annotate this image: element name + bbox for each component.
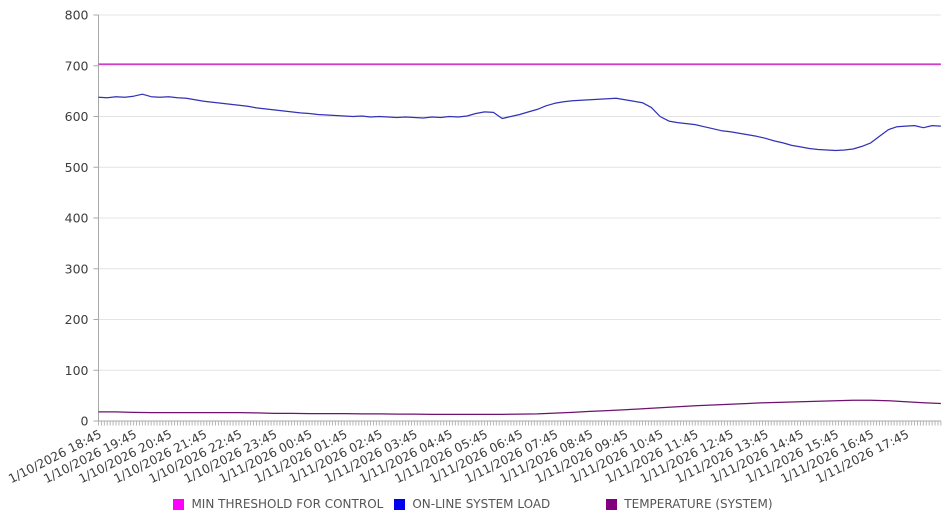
- y-tick-label: 700: [65, 58, 89, 73]
- legend-item-min-threshold: MIN THRESHOLD FOR CONTROL: [173, 497, 383, 511]
- y-tick-label: 400: [65, 211, 89, 226]
- y-tick-label: 800: [65, 8, 89, 23]
- y-tick-label: 600: [65, 109, 89, 124]
- y-tick-label: 300: [65, 261, 89, 276]
- legend-label-min-threshold: MIN THRESHOLD FOR CONTROL: [191, 497, 384, 511]
- y-tick-label: 200: [65, 312, 89, 327]
- chart-legend: MIN THRESHOLD FOR CONTROL ON-LINE SYSTEM…: [0, 497, 946, 511]
- legend-item-online-system-load: ON-LINE SYSTEM LOAD: [394, 497, 550, 511]
- legend-label-temperature-system: TEMPERATURE (SYSTEM): [624, 497, 773, 511]
- y-tick-label: 0: [81, 414, 89, 429]
- legend-swatch-online-system-load-icon: [394, 498, 406, 510]
- series-line-temperature-system-: [98, 399, 941, 416]
- series-line-on-line-system-load: [98, 93, 941, 152]
- y-tick-label: 100: [65, 363, 89, 378]
- legend-label-online-system-load: ON-LINE SYSTEM LOAD: [412, 497, 551, 511]
- legend-swatch-min-threshold-icon: [173, 498, 185, 510]
- legend-item-temperature-system: TEMPERATURE (SYSTEM): [606, 497, 773, 511]
- legend-swatch-temperature-system-icon: [606, 498, 618, 510]
- y-tick-label: 500: [65, 160, 89, 175]
